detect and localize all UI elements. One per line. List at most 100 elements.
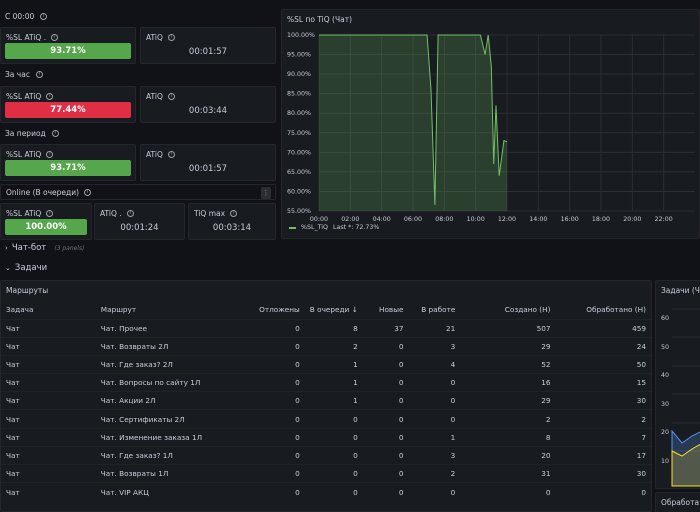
column-header[interactable]: Задача: [6, 305, 34, 315]
group-label: С 00:00: [5, 12, 35, 21]
info-icon[interactable]: i: [40, 13, 48, 20]
info-icon[interactable]: i: [84, 189, 92, 196]
chart-legend[interactable]: %SL_TiQ Last *: 72.73%: [289, 224, 379, 231]
table-row[interactable]: Чат Чат. Акции 2Л 0 1 0 0 29 30: [1, 391, 651, 410]
info-icon[interactable]: i: [126, 210, 134, 217]
table-row[interactable]: Чат Чат. Прочее 0 8 37 21 507 459: [1, 318, 651, 338]
table-cell: 16: [460, 373, 556, 392]
x-tick-label: 12:00: [498, 216, 516, 223]
table-cell: 4: [408, 354, 461, 374]
info-icon[interactable]: i: [230, 210, 238, 217]
table-cell: 0: [362, 354, 409, 374]
table-cell: 0: [304, 482, 363, 501]
info-icon[interactable]: i: [167, 151, 175, 158]
table-row[interactable]: Чат Чат. Где заказ? 1Л 0 0 0 3 20 17: [1, 445, 651, 465]
x-tick-label: 08:00: [435, 216, 453, 223]
panel-title: Обработа: [661, 498, 700, 507]
table-cell: 29: [460, 336, 556, 356]
table-cell: 0: [460, 482, 556, 501]
section-tasks[interactable]: ⌄ Задачи: [5, 263, 47, 273]
table-cell: 29: [460, 391, 556, 410]
sl-tiq-chart-panel: %SL по TiQ (Чат) 55.00% 60.00% 65.00% 70.00…: [281, 9, 700, 239]
x-tick-label: 18:00: [592, 216, 610, 223]
section-chatbot[interactable]: › Чат-бот (3 panels): [5, 243, 84, 253]
stat-value: 100.00%: [5, 219, 87, 235]
panel-menu-icon[interactable]: ⋮: [261, 187, 271, 199]
table-cell: 0: [408, 409, 461, 429]
y-tick-label: 100.00%: [287, 32, 315, 39]
panel-title: %SL ATiQ: [6, 150, 42, 159]
tasks-chart[interactable]: [656, 281, 700, 489]
sort-desc-icon: ↓: [351, 305, 358, 315]
table-row[interactable]: Чат Чат. Где заказ? 2Л 0 1 0 4 52 50: [1, 354, 651, 374]
column-header[interactable]: Новые: [378, 305, 404, 315]
stat-value: 00:03:44: [188, 106, 228, 116]
table-cell: 8: [304, 318, 363, 338]
table-cell: 52: [460, 354, 556, 374]
series-area: [671, 443, 700, 487]
panel-title: ATiQ: [146, 150, 163, 159]
table-row[interactable]: Чат Чат. Вопросы по сайту 1Л 0 1 0 0 16 15: [1, 373, 651, 392]
x-tick-label: 14:00: [529, 216, 547, 223]
table-row[interactable]: Чат Чат. Возвраты 1Л 0 0 0 2 31 30: [1, 463, 651, 483]
stat-panel-sl-hour: %SL ATiQ i 77.44%: [0, 86, 136, 123]
info-icon[interactable]: i: [46, 93, 54, 100]
x-tick-label: 10:00: [467, 216, 485, 223]
table-cell: Чат: [1, 445, 96, 465]
table-row[interactable]: Чат Чат. Возвраты 2Л 0 2 0 3 29 24: [1, 336, 651, 356]
table-cell: 0: [233, 409, 305, 429]
column-header[interactable]: В работе: [421, 305, 456, 315]
table-header-row: Задача Маршрут Отложены В очереди ↓ Новы…: [1, 301, 651, 319]
table-cell: 0: [233, 427, 305, 447]
info-icon[interactable]: i: [167, 93, 175, 100]
column-header[interactable]: Обработано (Н): [586, 305, 646, 315]
stat-value: 93.71%: [5, 43, 131, 59]
table-cell: 0: [233, 354, 305, 374]
table-cell: Чат: [1, 427, 96, 447]
sl-tiq-chart[interactable]: 55.00% 60.00% 65.00% 70.00% 75.00% 80.00% 85.0…: [282, 10, 700, 240]
table-cell: Чат: [1, 482, 96, 501]
stat-value: 00:01:57: [188, 164, 228, 174]
stat-panel-tiq-max: TiQ max i 00:03:14: [188, 203, 276, 240]
info-icon[interactable]: i: [51, 34, 59, 41]
section-title: Задачи: [14, 263, 48, 273]
column-header[interactable]: Маршрут: [100, 305, 137, 315]
column-header-sorted[interactable]: В очереди ↓: [309, 305, 358, 315]
stat-value: 77.44%: [5, 102, 131, 118]
chevron-down-icon: ⌄: [5, 264, 11, 272]
table-cell: 0: [233, 373, 305, 392]
table-cell: 0: [362, 463, 409, 483]
panel-title: ATiQ: [146, 92, 163, 101]
table-cell: 3: [408, 336, 461, 356]
table-cell: 0: [408, 391, 461, 410]
info-icon[interactable]: i: [167, 34, 175, 41]
table-cell: 0: [233, 445, 305, 465]
table-cell: Чат: [1, 373, 96, 392]
group-label: За час: [5, 70, 30, 79]
table-row[interactable]: Чат Чат. Изменение заказа 1Л 0 0 0 1 8 7: [1, 427, 651, 447]
group-period: За период i: [5, 129, 59, 138]
info-icon[interactable]: i: [46, 151, 54, 158]
info-icon[interactable]: i: [51, 130, 59, 137]
column-header[interactable]: Отложены: [259, 305, 300, 315]
info-icon[interactable]: i: [35, 71, 43, 78]
x-tick-label: 06:00: [404, 216, 422, 223]
table-cell: 0: [304, 463, 363, 483]
y-tick-label: 65.00%: [287, 169, 311, 176]
y-tick-label: 55.00%: [287, 208, 311, 215]
table-cell: 459: [555, 318, 651, 338]
stat-panel-atiq-period: ATiQ i 00:01:57: [140, 144, 276, 181]
y-axis-labels: 60 50 40 30 20 10: [661, 305, 669, 476]
stat-value: 00:03:14: [212, 223, 252, 233]
table-cell: 0: [408, 373, 461, 392]
online-group-header: Online (В очереди) i ⋮: [0, 184, 276, 200]
x-tick-label: 04:00: [373, 216, 391, 223]
table-cell: 0: [362, 373, 409, 392]
info-icon[interactable]: i: [46, 210, 54, 217]
stat-panel-atiq-hour: ATiQ i 00:03:44: [140, 86, 276, 123]
table-row[interactable]: Чат Чат. VIP АКЦ 0 0 0 0 0 0: [1, 482, 651, 501]
table-cell: Чат. Где заказ? 1Л: [95, 445, 234, 465]
table-cell: Чат: [1, 463, 96, 483]
column-header[interactable]: Создано (Н): [504, 305, 551, 315]
table-row[interactable]: Чат Чат. Сертификаты 2Л 0 0 0 0 2 2: [1, 409, 651, 429]
